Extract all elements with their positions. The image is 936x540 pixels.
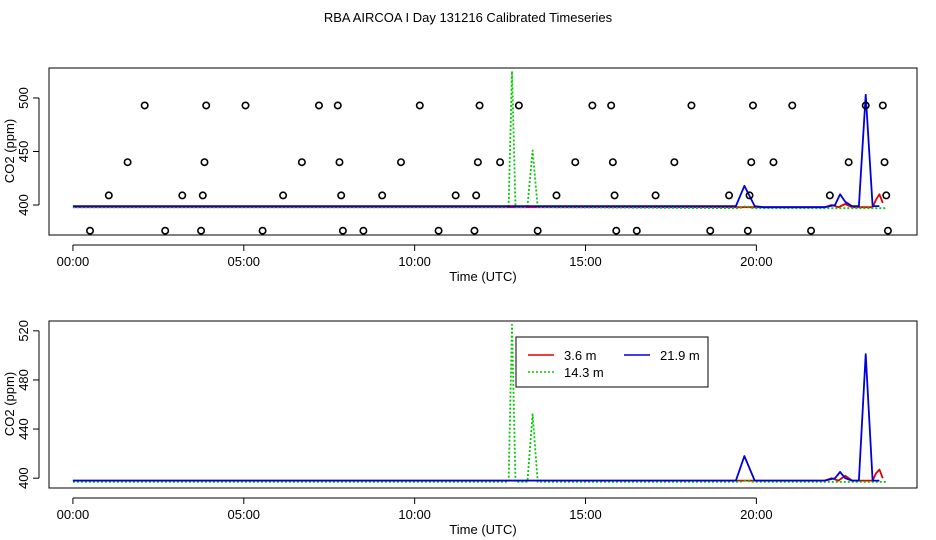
legend: 3.6 m 14.3 m 21.9 m	[515, 336, 709, 388]
data-point	[123, 158, 132, 167]
data-point	[651, 191, 660, 200]
data-point	[612, 226, 621, 235]
data-point	[104, 191, 113, 200]
x-tick-label: 20:00	[740, 507, 773, 522]
top-y-axis-label: CO2 (ppm)	[2, 119, 17, 183]
plot-frame	[48, 320, 918, 489]
data-point	[297, 158, 306, 167]
data-point	[883, 226, 892, 235]
data-point	[588, 101, 597, 110]
data-point	[337, 191, 346, 200]
data-point	[378, 191, 387, 200]
data-point	[861, 101, 870, 110]
data-point	[533, 226, 542, 235]
bottom-x-axis-label: Time (UTC)	[449, 522, 516, 537]
data-point	[258, 226, 267, 235]
y-tick-label: 500	[16, 87, 31, 109]
data-point	[475, 101, 484, 110]
data-point	[745, 191, 754, 200]
series-line-14-3-m	[72, 323, 887, 483]
legend-box	[515, 336, 709, 388]
bottom-y-axis-label: CO2 (ppm)	[2, 372, 17, 436]
data-point	[882, 191, 891, 200]
data-point	[200, 158, 209, 167]
data-point	[844, 158, 853, 167]
x-tick-label: 00:00	[57, 254, 90, 269]
x-tick-label: 05:00	[228, 507, 261, 522]
data-point	[241, 101, 250, 110]
data-point	[333, 101, 342, 110]
data-point	[747, 158, 756, 167]
x-tick-label: 10:00	[398, 254, 431, 269]
chart-title: RBA AIRCOA I Day 131216 Calibrated Times…	[324, 10, 613, 25]
legend-label: 3.6 m	[564, 348, 597, 363]
data-point	[198, 191, 207, 200]
data-point	[472, 191, 481, 200]
y-tick-label: 400	[16, 194, 31, 216]
data-point	[807, 226, 816, 235]
series-line-21-9-m	[72, 353, 880, 482]
data-point	[748, 101, 757, 110]
x-tick-label: 15:00	[569, 254, 602, 269]
series-line-3-6-m	[72, 468, 884, 482]
data-point	[610, 191, 619, 200]
x-tick-label: 10:00	[398, 507, 431, 522]
data-point	[788, 101, 797, 110]
plot-frame	[48, 67, 918, 236]
data-point	[415, 101, 424, 110]
data-point	[496, 158, 505, 167]
data-point	[202, 101, 211, 110]
series-line-21-9-m	[72, 93, 880, 209]
bottom-panel: Time (UTC) CO2 (ppm) 00:00 05:00 10:00 15:0…	[2, 320, 918, 537]
data-point	[880, 158, 889, 167]
data-point	[607, 101, 616, 110]
y-tick-label: 400	[16, 467, 31, 489]
legend-label: 21.9 m	[660, 348, 700, 363]
data-point	[552, 191, 561, 200]
data-point	[687, 101, 696, 110]
data-point	[161, 226, 170, 235]
x-tick-label: 15:00	[569, 507, 602, 522]
data-point	[743, 226, 752, 235]
data-point	[878, 101, 887, 110]
data-point	[608, 158, 617, 167]
plot-area	[72, 70, 892, 235]
y-tick-label: 520	[16, 320, 31, 342]
data-point	[86, 226, 95, 235]
data-point	[279, 191, 288, 200]
x-tick-label: 00:00	[57, 507, 90, 522]
data-point	[571, 158, 580, 167]
data-point	[706, 226, 715, 235]
x-tick-label: 05:00	[228, 254, 261, 269]
data-point	[632, 226, 641, 235]
y-tick-label: 480	[16, 369, 31, 391]
data-point	[140, 101, 149, 110]
y-tick-label: 450	[16, 141, 31, 163]
data-point	[470, 226, 479, 235]
data-point	[178, 191, 187, 200]
data-point	[725, 191, 734, 200]
series-line-14-3-m	[72, 70, 887, 210]
data-point	[451, 191, 460, 200]
y-tick-label: 440	[16, 418, 31, 440]
top-x-axis-label: Time (UTC)	[449, 269, 516, 284]
plot-area	[72, 323, 887, 483]
data-point	[335, 158, 344, 167]
data-point	[670, 158, 679, 167]
data-point	[396, 158, 405, 167]
data-point	[197, 226, 206, 235]
legend-label: 14.3 m	[564, 365, 604, 380]
data-point	[825, 191, 834, 200]
x-tick-label: 20:00	[740, 254, 773, 269]
data-point	[359, 226, 368, 235]
data-point	[338, 226, 347, 235]
data-point	[769, 158, 778, 167]
data-point	[434, 226, 443, 235]
data-point	[314, 101, 323, 110]
data-point	[514, 101, 523, 110]
data-point	[473, 158, 482, 167]
top-panel: Time (UTC) CO2 (ppm) 00:00 05:00 10:00 15:0…	[2, 67, 918, 284]
